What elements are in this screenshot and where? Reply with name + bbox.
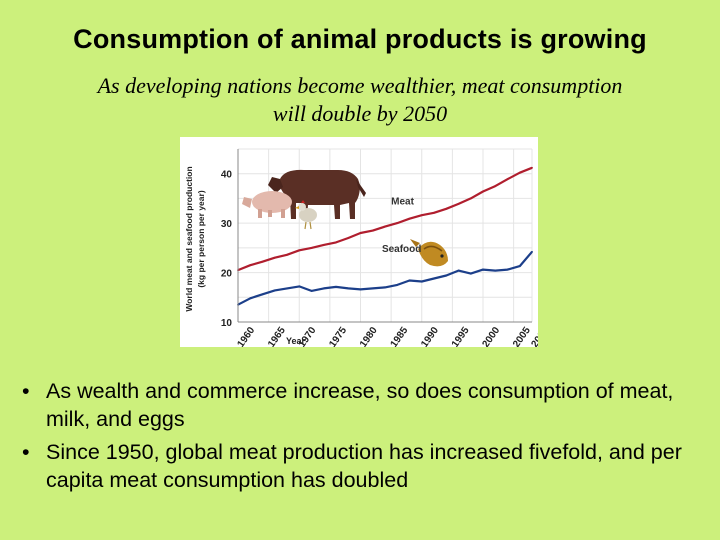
meat-data-point: [433, 211, 435, 214]
seafood-data-point: [273, 289, 276, 292]
seafood-data-point: [298, 285, 301, 288]
meat-data-point: [457, 202, 460, 205]
slide-title: Consumption of animal products is growin…: [73, 24, 647, 54]
x-tick-label: 1980: [358, 325, 380, 347]
meat-data-point: [408, 217, 411, 220]
seafood-data-point: [457, 269, 460, 272]
pig-icon: [242, 191, 292, 218]
seafood-data-point: [261, 293, 264, 296]
meat-data-point: [384, 225, 386, 228]
seafood-data-point: [408, 279, 411, 282]
seafood-data-point: [531, 250, 533, 253]
seafood-data-point: [469, 272, 472, 275]
meat-data-point: [310, 246, 313, 249]
meat-data-point: [322, 243, 325, 246]
x-tick-label: 1975: [327, 325, 349, 347]
seafood-data-point: [310, 289, 313, 292]
bullet-list: As wealth and commerce increase, so does…: [22, 377, 712, 499]
meat-data-point: [396, 222, 399, 225]
y-tick-label: 20: [221, 269, 233, 280]
y-axis-label-line-2: (kg per person per year): [196, 190, 206, 287]
meat-data-point: [531, 166, 533, 169]
meat-data-point: [273, 256, 276, 259]
seafood-data-point: [396, 284, 399, 286]
seafood-data-point: [359, 288, 362, 291]
seafood-data-point: [286, 287, 288, 290]
meat-data-point: [371, 229, 374, 232]
seafood-data-point: [249, 297, 252, 300]
seafood-data-point: [384, 286, 386, 289]
seafood-data-point: [494, 269, 497, 272]
seafood-series-label: Seafood: [382, 244, 421, 255]
seafood-data-point: [482, 268, 484, 271]
meat-data-point: [482, 190, 484, 193]
seafood-data-point: [322, 287, 325, 290]
x-axis-label: Year: [286, 336, 306, 346]
meat-data-point: [469, 197, 472, 200]
bullet-item-2: Since 1950, global meat production has i…: [22, 438, 712, 494]
x-tick-label: 1995: [450, 325, 472, 347]
seafood-data-point: [420, 280, 423, 283]
series-layer: Meat Seafood: [237, 166, 533, 306]
meat-series-label: Meat: [391, 196, 414, 207]
fish-icon: [410, 239, 448, 267]
seafood-data-point: [506, 268, 509, 271]
meat-data-point: [249, 264, 252, 267]
y-tick-label: 30: [221, 219, 233, 230]
meat-data-point: [518, 171, 521, 174]
seafood-series-line: [237, 251, 533, 306]
y-axis-label-line-1: World meat and seafood production: [184, 166, 194, 311]
grid: [237, 148, 533, 323]
seafood-data-point: [335, 286, 337, 288]
subtitle-line-2: will double by 2050: [272, 101, 448, 126]
meat-data-point: [347, 237, 350, 239]
subtitle-line-1: As developing nations become wealthier, …: [97, 73, 623, 98]
x-tick-label: 2008: [529, 325, 538, 347]
meat-data-point: [506, 178, 509, 181]
x-tick-label: 1965: [266, 325, 288, 347]
seafood-data-point: [518, 265, 521, 268]
x-tick-label: 2000: [480, 325, 502, 347]
seafood-data-point: [371, 287, 374, 290]
chart-panel: Meat Seafood 10 20 30 40 1960 1965 1970 1975 1980…: [180, 137, 538, 347]
chicken-icon: [295, 200, 317, 230]
meat-data-point: [359, 232, 362, 234]
seafood-data-point: [433, 277, 435, 280]
y-tick-label: 40: [221, 170, 233, 181]
meat-data-point: [298, 249, 301, 252]
seafood-data-point: [445, 274, 448, 277]
meat-data-point: [286, 253, 288, 256]
meat-data-point: [445, 207, 448, 210]
meat-data-point: [335, 241, 337, 244]
seafood-data-point: [347, 287, 350, 290]
meat-data-point: [420, 214, 423, 217]
cow-icon: [268, 169, 366, 219]
slide-subtitle: As developing nations become wealthier, …: [10, 72, 710, 128]
x-tick-label: 1985: [389, 325, 411, 347]
meat-data-point: [261, 260, 264, 263]
bullet-item-1: As wealth and commerce increase, so does…: [22, 377, 712, 433]
x-tick-label: 1960: [235, 325, 257, 347]
x-tick-label: 1990: [419, 325, 441, 347]
y-tick-label: 10: [221, 318, 233, 329]
meat-data-point: [494, 185, 497, 187]
